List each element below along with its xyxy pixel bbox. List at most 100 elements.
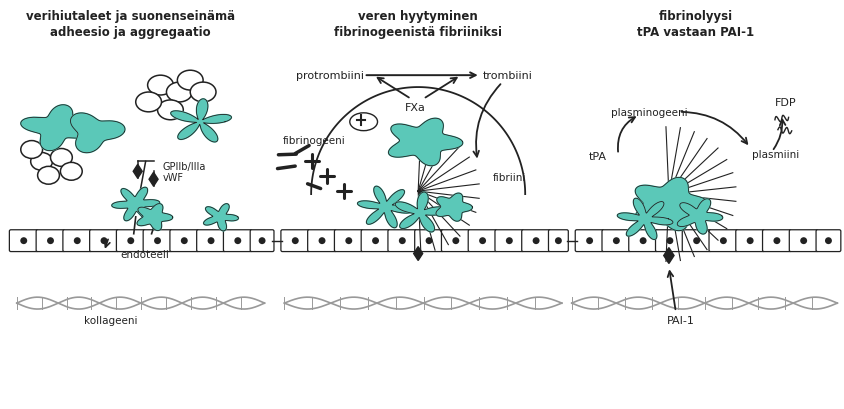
Polygon shape [137, 204, 173, 231]
FancyBboxPatch shape [629, 230, 657, 252]
Polygon shape [170, 99, 231, 143]
FancyBboxPatch shape [468, 230, 497, 252]
Text: kollageeni: kollageeni [84, 315, 138, 325]
FancyBboxPatch shape [36, 230, 65, 252]
Polygon shape [677, 199, 722, 234]
Circle shape [613, 238, 619, 245]
Ellipse shape [177, 71, 203, 91]
Circle shape [586, 238, 593, 245]
Circle shape [399, 238, 406, 245]
FancyBboxPatch shape [361, 230, 390, 252]
FancyBboxPatch shape [308, 230, 337, 252]
Circle shape [720, 238, 727, 245]
Polygon shape [436, 193, 473, 222]
Circle shape [479, 238, 486, 245]
FancyBboxPatch shape [549, 230, 568, 252]
Circle shape [452, 238, 459, 245]
Text: fibrinolyysi
tPA vastaan PAI-1: fibrinolyysi tPA vastaan PAI-1 [637, 10, 755, 39]
Polygon shape [617, 199, 673, 240]
Text: fibrinogeeni: fibrinogeeni [283, 135, 345, 145]
Polygon shape [71, 114, 125, 153]
Ellipse shape [166, 83, 192, 103]
FancyBboxPatch shape [736, 230, 765, 252]
Ellipse shape [38, 167, 59, 185]
Text: endoteeli: endoteeli [121, 249, 170, 259]
FancyBboxPatch shape [89, 230, 118, 252]
Text: plasminogeeni: plasminogeeni [611, 108, 687, 118]
Ellipse shape [61, 163, 82, 181]
Polygon shape [149, 173, 158, 187]
Ellipse shape [158, 101, 183, 121]
Circle shape [208, 238, 214, 245]
Circle shape [292, 238, 299, 245]
Ellipse shape [349, 114, 377, 131]
FancyBboxPatch shape [116, 230, 145, 252]
Circle shape [20, 238, 27, 245]
FancyBboxPatch shape [9, 230, 38, 252]
FancyBboxPatch shape [143, 230, 172, 252]
Circle shape [235, 238, 241, 245]
Text: trombiini: trombiini [483, 71, 533, 81]
Circle shape [640, 238, 647, 245]
Text: FDP: FDP [775, 98, 797, 108]
FancyBboxPatch shape [281, 230, 310, 252]
FancyBboxPatch shape [709, 230, 738, 252]
Polygon shape [133, 165, 143, 179]
Circle shape [372, 238, 379, 245]
FancyBboxPatch shape [334, 230, 363, 252]
Polygon shape [111, 188, 160, 221]
Text: tPA: tPA [588, 152, 607, 162]
Polygon shape [203, 204, 239, 231]
FancyBboxPatch shape [762, 230, 792, 252]
Circle shape [127, 238, 134, 245]
Circle shape [747, 238, 754, 245]
Circle shape [425, 238, 432, 245]
Text: plasmiini: plasmiini [752, 150, 799, 160]
Text: veren hyytyminen
fibrinogeenistä fibriiniksi: veren hyytyminen fibrinogeenistä fibriin… [334, 10, 502, 39]
Circle shape [667, 238, 674, 245]
Ellipse shape [21, 141, 42, 159]
Circle shape [800, 238, 807, 245]
Circle shape [318, 238, 326, 245]
FancyBboxPatch shape [388, 230, 417, 252]
Text: verihiutaleet ja suonenseinämä
adheesio ja aggregaatio: verihiutaleet ja suonenseinämä adheesio … [26, 10, 235, 39]
FancyBboxPatch shape [170, 230, 198, 252]
FancyBboxPatch shape [414, 230, 443, 252]
Polygon shape [636, 178, 709, 231]
Circle shape [773, 238, 781, 245]
Text: PAI-1: PAI-1 [667, 315, 695, 325]
Polygon shape [414, 247, 423, 261]
Polygon shape [395, 193, 447, 232]
FancyBboxPatch shape [250, 230, 274, 252]
FancyBboxPatch shape [576, 230, 604, 252]
Polygon shape [21, 106, 92, 151]
Circle shape [555, 238, 562, 245]
Text: FXa: FXa [405, 103, 425, 112]
Circle shape [100, 238, 107, 245]
Ellipse shape [30, 153, 52, 171]
Ellipse shape [136, 93, 161, 112]
FancyBboxPatch shape [789, 230, 818, 252]
Text: fibriini: fibriini [493, 173, 526, 183]
FancyBboxPatch shape [224, 230, 252, 252]
FancyBboxPatch shape [816, 230, 841, 252]
FancyBboxPatch shape [602, 230, 630, 252]
FancyBboxPatch shape [656, 230, 684, 252]
FancyBboxPatch shape [495, 230, 524, 252]
Ellipse shape [190, 83, 216, 103]
FancyBboxPatch shape [197, 230, 225, 252]
Circle shape [345, 238, 352, 245]
Circle shape [73, 238, 81, 245]
Circle shape [47, 238, 54, 245]
Circle shape [533, 238, 539, 245]
Text: vWF: vWF [163, 173, 183, 183]
Circle shape [258, 238, 266, 245]
Polygon shape [388, 119, 463, 166]
Circle shape [506, 238, 513, 245]
Circle shape [693, 238, 701, 245]
Text: protrombiini: protrombiini [296, 71, 365, 81]
Polygon shape [358, 187, 414, 228]
FancyBboxPatch shape [63, 230, 92, 252]
FancyBboxPatch shape [682, 230, 711, 252]
Text: GPIIb/IIIa: GPIIb/IIIa [163, 162, 206, 172]
